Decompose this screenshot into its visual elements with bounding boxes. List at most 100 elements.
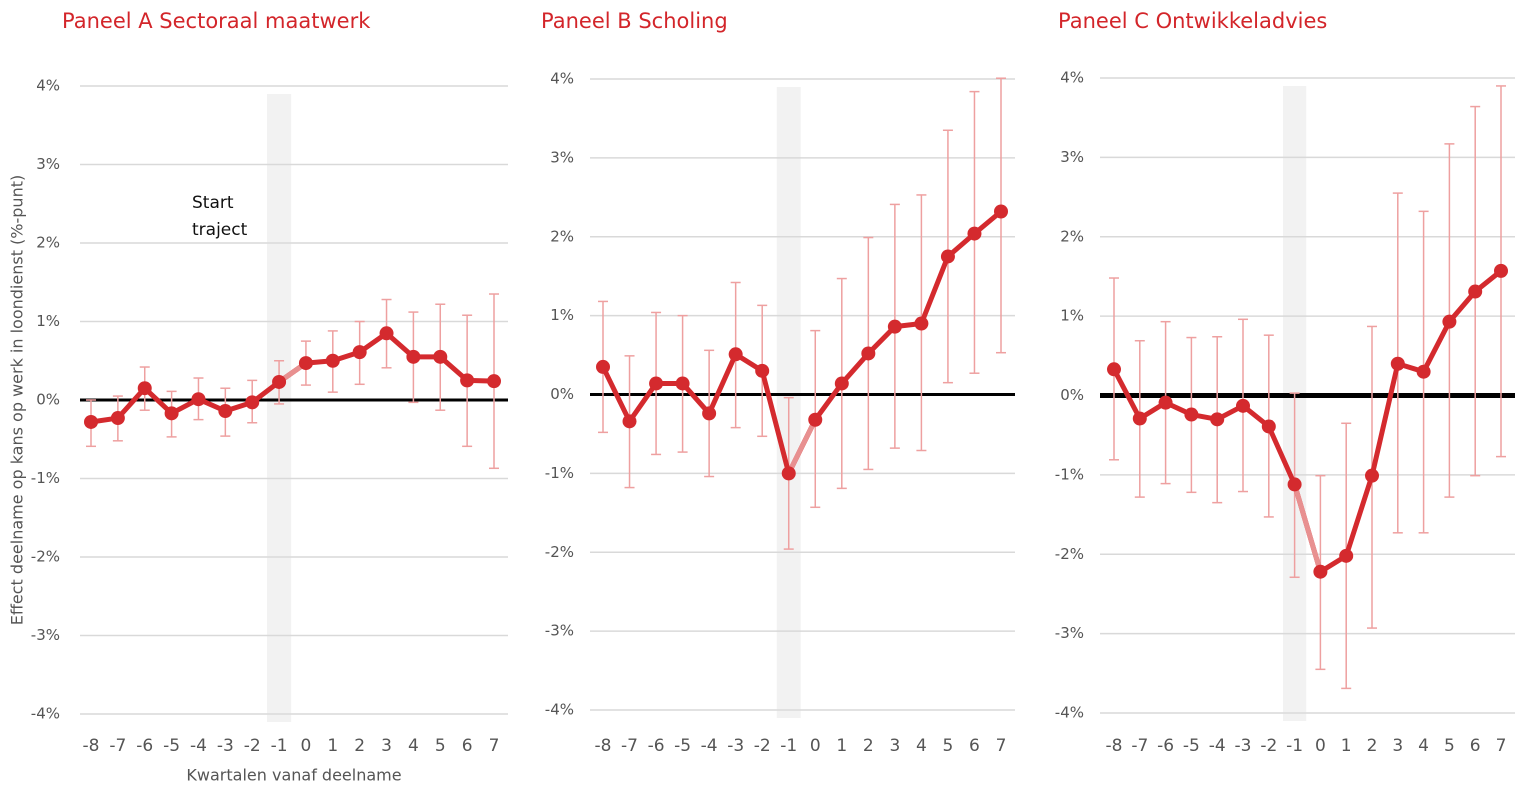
y-tick-label: -3% (1055, 624, 1084, 642)
x-tick-label: 1 (1341, 736, 1352, 756)
x-tick-label: -3 (1235, 736, 1252, 756)
point (1416, 364, 1431, 379)
x-tick-label: -5 (1183, 736, 1200, 756)
x-tick-label: -7 (1131, 736, 1148, 756)
x-tick-label: -4 (190, 736, 207, 756)
point (325, 353, 340, 368)
x-tick-label: 2 (1367, 736, 1378, 756)
point (1107, 362, 1121, 377)
y-tick-label: 3% (550, 148, 574, 166)
y-tick-label: -3% (31, 626, 60, 644)
y-tick-label: -1% (545, 464, 574, 482)
x-tick-label: -8 (83, 736, 100, 756)
point (728, 347, 743, 362)
x-tick-label: -7 (109, 736, 126, 756)
point (272, 374, 287, 389)
x-tick-label: -6 (136, 736, 153, 756)
x-tick-label: -1 (1286, 736, 1303, 756)
point (649, 376, 664, 391)
x-tick-label: 1 (327, 736, 338, 756)
x-axis-label: Kwartalen vanaf deelname (186, 766, 401, 785)
x-tick-label: 3 (1392, 736, 1403, 756)
highlight-segment (786, 418, 818, 475)
annotation: Start (192, 193, 234, 213)
point (84, 414, 98, 429)
x-tick-label: 4 (916, 736, 927, 756)
point (1468, 284, 1483, 299)
x-tick-label: 5 (1444, 736, 1455, 756)
point (1236, 398, 1250, 413)
x-tick-label: -3 (217, 736, 234, 756)
point (702, 406, 717, 421)
point (994, 204, 1008, 219)
y-axis-label: Effect deelname op kans op werk in loond… (8, 175, 27, 625)
point (460, 373, 475, 388)
x-tick-label: -7 (621, 736, 638, 756)
x-tick-label: -8 (1106, 736, 1123, 756)
point (808, 412, 823, 427)
point (245, 395, 260, 410)
series-line (600, 209, 1003, 476)
y-tick-label: 2% (1060, 227, 1084, 245)
y-tick-label: 1% (550, 306, 574, 324)
y-tick-label: 0% (36, 391, 60, 409)
x-tick-label: -8 (595, 736, 612, 756)
point (433, 349, 448, 364)
x-tick-label: -2 (1260, 736, 1277, 756)
point (887, 319, 902, 334)
x-tick-label: 4 (408, 736, 419, 756)
x-tick-label: -4 (701, 736, 718, 756)
point (164, 406, 179, 421)
highlight-band (266, 94, 292, 722)
x-tick-label: 6 (462, 736, 473, 756)
x-tick-label: 6 (1470, 736, 1481, 756)
point (1210, 412, 1225, 427)
x-tick-label: -1 (271, 736, 288, 756)
point (379, 326, 394, 341)
y-tick-label: 0% (550, 385, 574, 403)
x-tick-label: -5 (163, 736, 180, 756)
annotation: traject (192, 220, 248, 240)
series-line (90, 330, 495, 425)
y-tick-label: -2% (1055, 545, 1084, 563)
x-tick-label: 2 (354, 736, 365, 756)
y-tick-label: 4% (1060, 69, 1084, 87)
x-tick-label: 6 (969, 736, 980, 756)
x-tick-label: -4 (1209, 736, 1226, 756)
point (940, 249, 955, 264)
highlight-segment (1292, 483, 1323, 573)
point (1339, 548, 1354, 563)
x-tick-label: -2 (754, 736, 771, 756)
x-tick-label: 3 (381, 736, 392, 756)
y-tick-label: -2% (31, 548, 60, 566)
point (914, 316, 929, 331)
point (967, 226, 982, 241)
point (1442, 314, 1457, 329)
panel-title: Paneel A Sectoraal maatwerk (62, 9, 371, 33)
y-tick-label: 1% (1060, 307, 1084, 325)
x-tick-label: 4 (1418, 736, 1429, 756)
point (406, 349, 421, 364)
x-tick-label: -6 (1157, 736, 1174, 756)
y-tick-label: -1% (31, 469, 60, 487)
point (1287, 477, 1302, 492)
x-tick-label: 7 (489, 736, 500, 756)
point (1365, 468, 1379, 483)
panel-title: Paneel C Ontwikkeladvies (1058, 9, 1327, 33)
y-tick-label: 2% (36, 234, 60, 252)
y-tick-label: 4% (36, 77, 60, 95)
y-tick-label: 4% (550, 70, 574, 88)
x-tick-label: 2 (863, 736, 874, 756)
x-tick-label: 7 (996, 736, 1007, 756)
x-tick-label: 0 (1315, 736, 1326, 756)
x-tick-label: 1 (836, 736, 847, 756)
panel-title: Paneel B Scholing (541, 9, 728, 33)
point (1494, 263, 1508, 278)
point (834, 376, 849, 391)
point (781, 466, 796, 481)
x-tick-label: 3 (889, 736, 900, 756)
y-tick-label: 3% (1060, 148, 1084, 166)
x-tick-label: 7 (1496, 736, 1507, 756)
y-tick-label: 3% (36, 155, 60, 173)
